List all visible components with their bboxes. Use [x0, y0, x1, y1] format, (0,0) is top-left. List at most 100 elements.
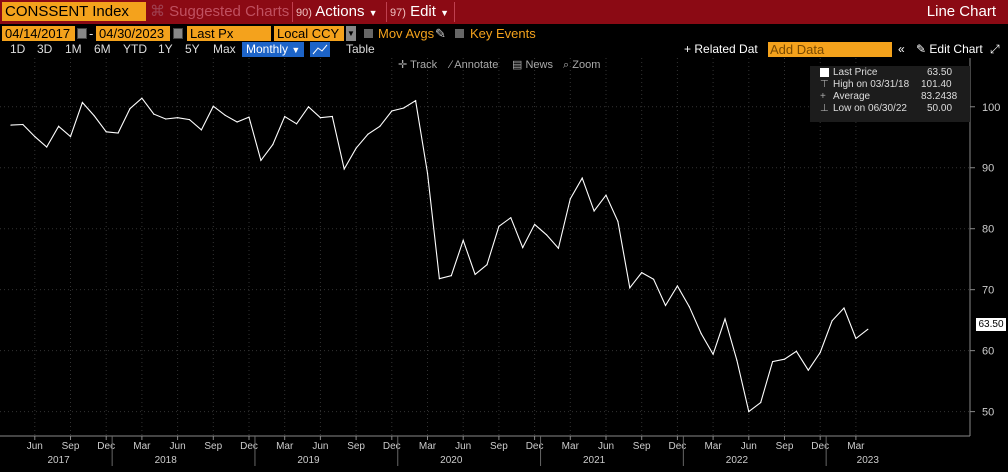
- data-point: [629, 287, 631, 289]
- timeframe-button[interactable]: 5Y: [185, 42, 200, 56]
- end-date-input[interactable]: 04/30/2023: [96, 26, 170, 41]
- news-button[interactable]: ▤ News: [512, 59, 553, 72]
- timeframe-button[interactable]: YTD: [123, 42, 147, 56]
- suggested-charts-button[interactable]: ⌘ Suggested Charts: [150, 2, 289, 22]
- start-date-input[interactable]: 04/14/2017: [2, 26, 75, 41]
- zoom-button[interactable]: ⌕ Zoom: [563, 59, 600, 72]
- table-button[interactable]: Table: [346, 42, 375, 56]
- x-tick-label: Sep: [633, 441, 651, 452]
- data-point: [855, 337, 857, 340]
- data-point: [510, 217, 512, 219]
- y-tick-label: 70: [982, 285, 994, 297]
- x-tick-label: Sep: [62, 441, 80, 452]
- divider: [292, 2, 293, 22]
- data-point: [343, 168, 345, 170]
- ticker-input[interactable]: CONSSENT Index: [2, 2, 146, 21]
- track-label: Track: [410, 59, 438, 71]
- timeframe-button[interactable]: Max: [213, 42, 236, 56]
- divider: [386, 2, 387, 22]
- data-point: [188, 118, 191, 121]
- pencil-icon[interactable]: ✎: [435, 26, 446, 41]
- data-point: [260, 159, 262, 162]
- data-point: [617, 220, 619, 222]
- edit-menu-button[interactable]: 97) Edit ▼: [390, 2, 449, 22]
- line-chart-type-icon[interactable]: [310, 42, 330, 57]
- x-tick-label: Sep: [776, 441, 794, 452]
- collapse-icon[interactable]: «: [898, 42, 905, 56]
- x-tick-label: Mar: [704, 441, 722, 452]
- data-point: [284, 115, 286, 118]
- actions-number: 90): [296, 7, 312, 19]
- y-tick-label: 80: [982, 224, 994, 236]
- related-data-label: Related Dat: [694, 42, 758, 56]
- legend-high-value: 101.40: [921, 79, 952, 90]
- mov-avgs-checkbox[interactable]: [364, 29, 373, 38]
- x-tick-label: Dec: [240, 441, 258, 452]
- suggested-charts-icon: ⌘: [150, 3, 170, 20]
- plus-icon: +: [684, 42, 692, 56]
- legend-low-value: 50.00: [927, 103, 953, 114]
- timeframe-button[interactable]: 1Y: [158, 42, 173, 56]
- data-point: [819, 351, 821, 354]
- x-year-label: 2022: [726, 455, 749, 466]
- calendar-icon[interactable]: [173, 28, 183, 39]
- timeframe-button[interactable]: 1D: [10, 42, 26, 56]
- annotate-button[interactable]: ∕ Annotate: [450, 59, 498, 72]
- data-point: [236, 121, 238, 123]
- data-point: [522, 247, 524, 249]
- field-select[interactable]: Last Px: [187, 26, 271, 41]
- data-point: [736, 359, 738, 361]
- currency-select[interactable]: Local CCY: [274, 26, 344, 41]
- x-tick-label: Jun: [455, 441, 471, 452]
- x-tick-label: Mar: [562, 441, 580, 452]
- date-range-separator: -: [89, 26, 94, 41]
- x-tick-label: Dec: [97, 441, 115, 452]
- data-point: [581, 177, 583, 179]
- legend: Last Price 63.50 ⊤ High on 03/31/18 101.…: [810, 66, 970, 122]
- data-point: [569, 198, 571, 200]
- series-line: [10, 97, 869, 413]
- x-tick-label: Jun: [170, 441, 186, 452]
- suggested-charts-label: Suggested Charts: [169, 3, 290, 20]
- caret-down-icon: ▼: [368, 8, 378, 18]
- data-point: [319, 117, 321, 119]
- timeframe-button[interactable]: 6M: [94, 42, 111, 56]
- add-data-input[interactable]: Add Data: [768, 42, 892, 57]
- data-point: [545, 234, 548, 236]
- edit-chart-button[interactable]: ✎ Edit Chart: [916, 42, 983, 57]
- data-point: [676, 285, 679, 287]
- data-point: [69, 136, 72, 138]
- edit-number: 97): [390, 7, 406, 19]
- x-tick-label: Dec: [811, 441, 829, 452]
- data-point: [141, 97, 143, 99]
- zoom-label: Zoom: [572, 59, 601, 71]
- legend-low-label: Low on 06/30/22: [833, 103, 907, 114]
- frequency-select[interactable]: Monthly ▼: [242, 42, 304, 57]
- timeframe-button[interactable]: 3D: [37, 42, 53, 56]
- chevron-down-icon[interactable]: ▼: [346, 26, 356, 41]
- legend-average-label: Average: [833, 91, 871, 102]
- legend-average-value: 83.2438: [921, 91, 958, 102]
- timeframe-button[interactable]: 1M: [65, 42, 82, 56]
- data-point: [415, 100, 417, 102]
- annotate-label: Annotate: [454, 59, 499, 71]
- actions-menu-button[interactable]: 90) Actions ▼: [296, 2, 378, 22]
- data-point: [462, 239, 464, 241]
- legend-last-price-value: 63.50: [927, 67, 953, 78]
- related-data-button[interactable]: + Related Dat: [684, 42, 758, 57]
- actions-label: Actions: [315, 3, 365, 20]
- x-tick-label: Jun: [598, 441, 614, 452]
- chart-area[interactable]: 50 60 70 80 90 100 Jun Sep Dec Mar Jun Sep Dec Mar Jun…: [0, 58, 1008, 472]
- x-tick-label: Jun: [27, 441, 43, 452]
- y-tick-label: 100: [982, 102, 1000, 114]
- data-point: [248, 116, 250, 118]
- data-point: [498, 225, 500, 227]
- x-year-label: 2021: [583, 455, 606, 466]
- track-button[interactable]: ✛ Track: [398, 59, 437, 72]
- key-events-checkbox[interactable]: [455, 29, 464, 38]
- x-year-label: 2019: [297, 455, 320, 466]
- data-point: [10, 124, 12, 126]
- expand-icon[interactable]: ⤢: [990, 42, 1000, 56]
- x-tick-label: Mar: [276, 441, 294, 452]
- calendar-icon[interactable]: [77, 28, 87, 39]
